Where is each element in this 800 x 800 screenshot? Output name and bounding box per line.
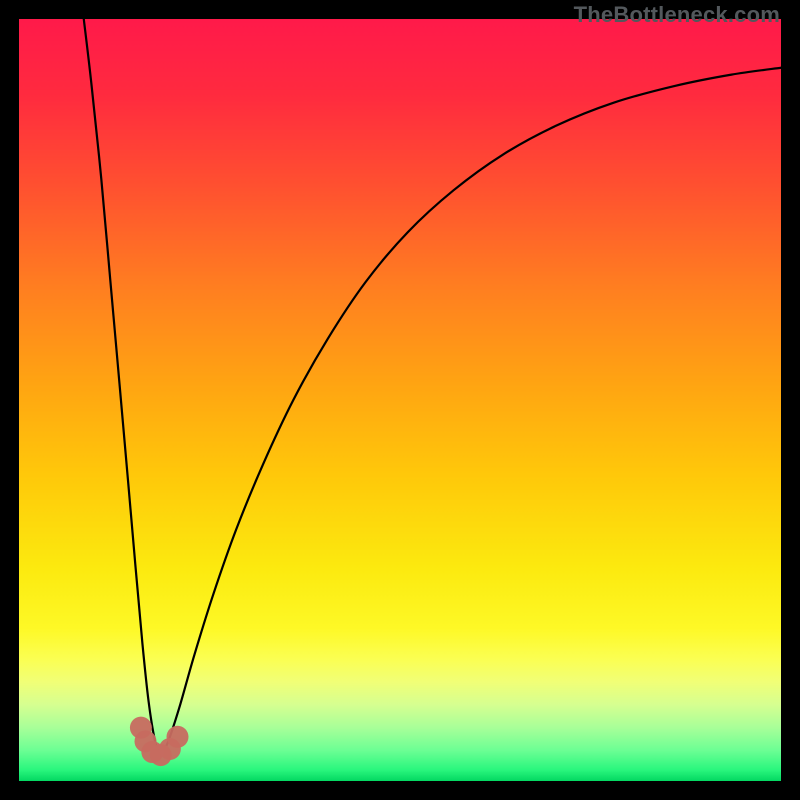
bottleneck-curve-layer (0, 0, 800, 800)
figure-root: TheBottleneck.com (0, 0, 800, 800)
watermark-text: TheBottleneck.com (574, 2, 780, 28)
data-marker (166, 726, 188, 748)
bottleneck-curve (84, 19, 781, 754)
marker-group (130, 717, 189, 766)
